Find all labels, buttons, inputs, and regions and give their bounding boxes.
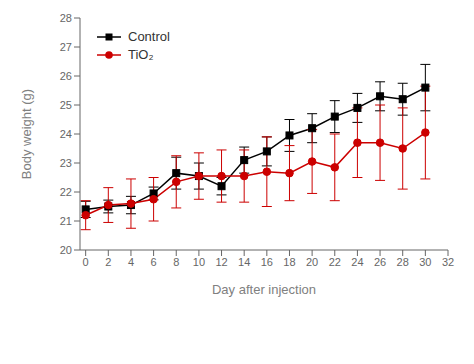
svg-text:25: 25 [60, 99, 72, 111]
svg-text:14: 14 [238, 256, 250, 268]
svg-text:Body weight (g): Body weight (g) [19, 89, 34, 179]
svg-text:30: 30 [419, 256, 431, 268]
svg-text:26: 26 [60, 70, 72, 82]
svg-text:28: 28 [60, 12, 72, 24]
svg-text:4: 4 [128, 256, 134, 268]
svg-text:8: 8 [173, 256, 179, 268]
svg-text:20: 20 [60, 244, 72, 256]
svg-text:2: 2 [105, 256, 111, 268]
svg-text:Day after injection: Day after injection [212, 282, 316, 297]
svg-text:18: 18 [283, 256, 295, 268]
svg-text:24: 24 [351, 256, 363, 268]
svg-text:0: 0 [83, 256, 89, 268]
svg-text:16: 16 [261, 256, 273, 268]
svg-text:12: 12 [215, 256, 227, 268]
svg-text:32: 32 [442, 256, 454, 268]
svg-text:28: 28 [397, 256, 409, 268]
svg-text:24: 24 [60, 128, 72, 140]
svg-text:27: 27 [60, 41, 72, 53]
svg-text:21: 21 [60, 215, 72, 227]
svg-text:23: 23 [60, 157, 72, 169]
svg-text:6: 6 [151, 256, 157, 268]
svg-text:22: 22 [60, 186, 72, 198]
html-text:Control: Control [128, 29, 170, 44]
svg-text:10: 10 [193, 256, 205, 268]
svg-text:26: 26 [374, 256, 386, 268]
html-text:TiO₂: TiO₂ [128, 47, 154, 62]
svg-text:20: 20 [306, 256, 318, 268]
svg-text:22: 22 [329, 256, 341, 268]
